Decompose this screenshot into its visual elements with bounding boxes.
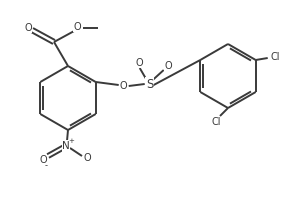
Text: O: O <box>136 58 144 68</box>
Text: -: - <box>44 162 47 170</box>
Text: O: O <box>165 61 173 71</box>
Text: +: + <box>68 138 74 144</box>
Text: Cl: Cl <box>271 52 280 62</box>
Text: S: S <box>146 78 153 91</box>
Text: N: N <box>62 141 70 151</box>
Text: O: O <box>73 22 81 32</box>
Text: O: O <box>24 23 32 33</box>
Text: O: O <box>120 81 128 91</box>
Text: Cl: Cl <box>211 117 221 127</box>
Text: O: O <box>83 153 91 163</box>
Text: O: O <box>39 155 47 165</box>
